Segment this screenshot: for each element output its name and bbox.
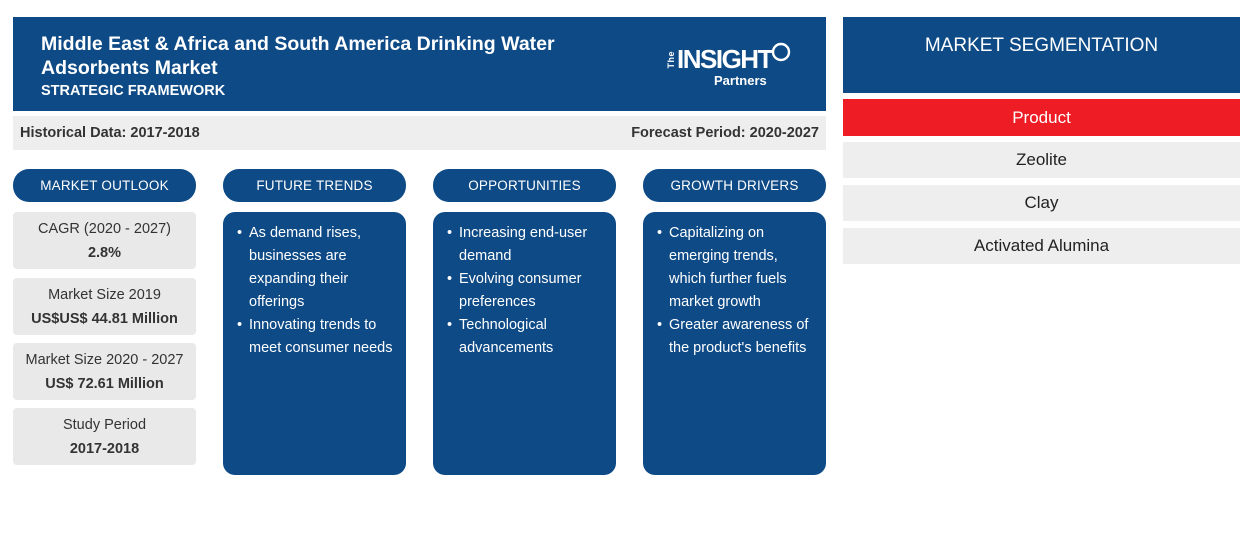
- list-item: Evolving consumer preferences: [447, 268, 608, 314]
- stat-label: CAGR (2020 - 2027): [38, 221, 171, 237]
- segment-zeolite[interactable]: Zeolite: [843, 142, 1240, 178]
- opportunities-heading: OPPORTUNITIES: [433, 169, 616, 202]
- stat-label: Market Size 2020 - 2027: [25, 352, 184, 368]
- logo-partners: Partners: [714, 73, 767, 88]
- list-item: Innovating trends to meet consumer needs: [237, 314, 398, 360]
- period-bar: Historical Data: 2017-2018 Forecast Peri…: [13, 116, 826, 150]
- growth-drivers-card: Capitalizing on emerging trends, which f…: [643, 212, 826, 475]
- historical-data: Historical Data: 2017-2018: [20, 125, 200, 141]
- growth-drivers-heading: GROWTH DRIVERS: [643, 169, 826, 202]
- stat-market-size-forecast: Market Size 2020 - 2027 US$ 72.61 Millio…: [13, 343, 196, 400]
- report-header: Middle East & Africa and South America D…: [13, 17, 826, 111]
- opportunities-card: Increasing end-user demand Evolving cons…: [433, 212, 616, 475]
- page-subtitle: STRATEGIC FRAMEWORK: [41, 83, 226, 99]
- insight-partners-logo: The INSIGHT Partners: [666, 41, 802, 91]
- list-item: Capitalizing on emerging trends, which f…: [657, 222, 818, 314]
- segment-product[interactable]: Product: [843, 99, 1240, 136]
- stat-label: Study Period: [62, 417, 147, 433]
- page-title: Middle East & Africa and South America D…: [41, 33, 555, 79]
- logo-the: The: [666, 51, 676, 69]
- stat-study-period: Study Period 2017-2018: [13, 408, 196, 465]
- forecast-period: Forecast Period: 2020-2027: [631, 125, 819, 141]
- future-trends-heading: FUTURE TRENDS: [223, 169, 406, 202]
- list-item: Greater awareness of the product's benef…: [657, 314, 818, 360]
- stat-value: US$US$ 44.81 Million: [31, 311, 178, 327]
- logo-ring-icon: [771, 42, 791, 62]
- list-item: As demand rises, businesses are expandin…: [237, 222, 398, 314]
- logo-insight: INSIGHT: [677, 44, 773, 74]
- stat-cagr: CAGR (2020 - 2027) 2.8%: [13, 212, 196, 269]
- stat-value: 2.8%: [87, 245, 122, 261]
- segment-clay[interactable]: Clay: [843, 185, 1240, 221]
- stat-label: Market Size 2019: [48, 287, 161, 303]
- segmentation-heading: MARKET SEGMENTATION: [843, 17, 1240, 93]
- stat-value: 2017-2018: [69, 441, 140, 457]
- future-trends-card: As demand rises, businesses are expandin…: [223, 212, 406, 475]
- stat-value: US$ 72.61 Million: [45, 376, 164, 392]
- market-outlook-heading: MARKET OUTLOOK: [13, 169, 196, 202]
- list-item: Technological advancements: [447, 314, 608, 360]
- stat-market-size-2019: Market Size 2019 US$US$ 44.81 Million: [13, 278, 196, 335]
- list-item: Increasing end-user demand: [447, 222, 608, 268]
- segment-activated-alumina[interactable]: Activated Alumina: [843, 228, 1240, 264]
